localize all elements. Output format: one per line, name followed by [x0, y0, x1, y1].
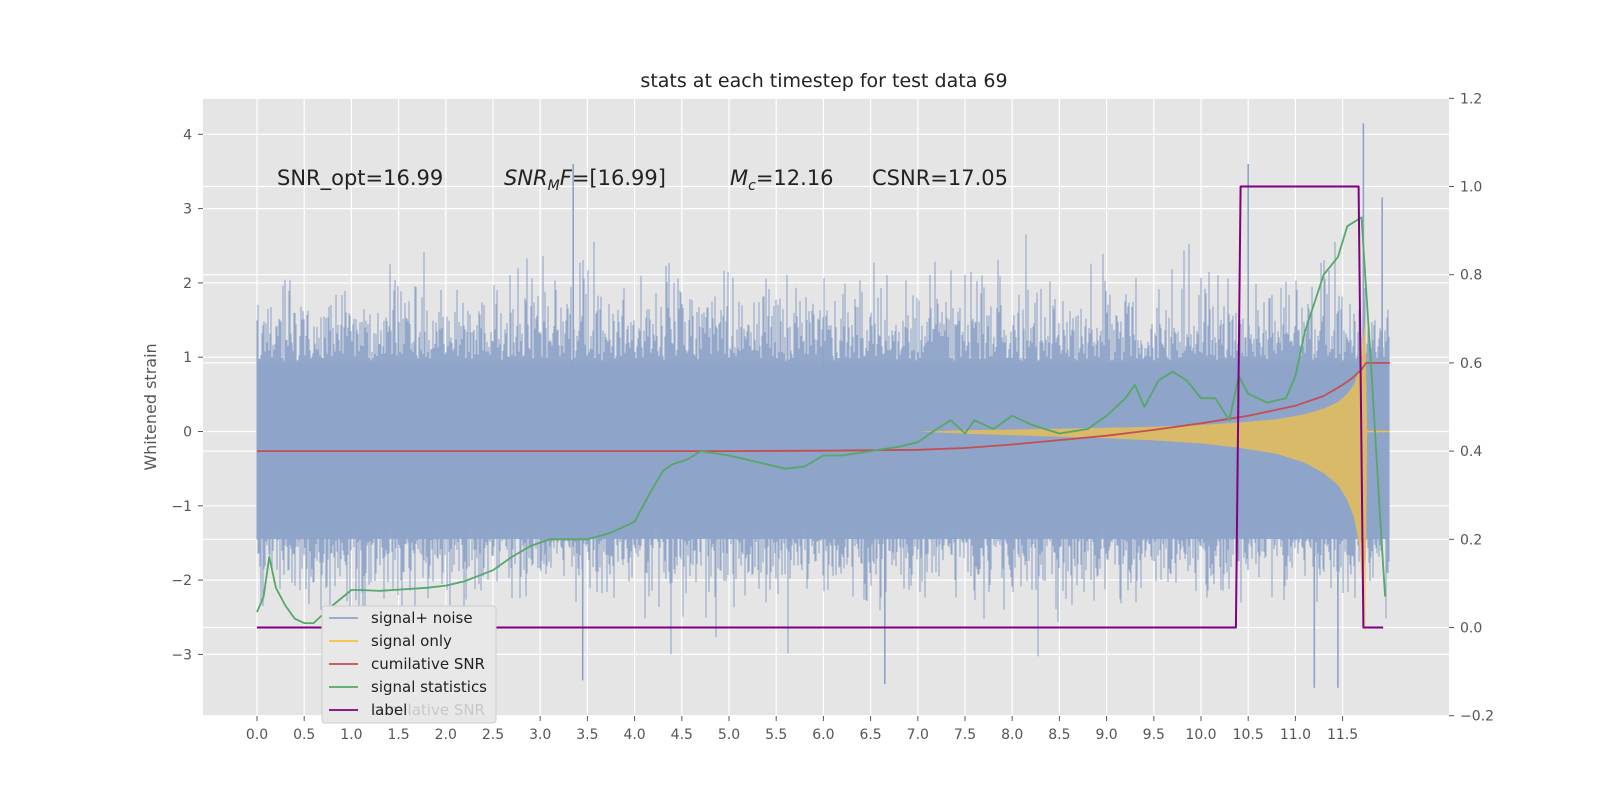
x-tick-label: 5.0: [718, 727, 740, 743]
y2-tick-label: 0.6: [1460, 356, 1482, 372]
y-tick-label: −1: [171, 499, 192, 515]
annotation-csnr: CSNR=17.05: [872, 166, 1008, 190]
noise-peaks: [572, 123, 1383, 688]
x-tick-label: 8.5: [1048, 727, 1070, 743]
series-cumilative-snr: [257, 362, 1390, 452]
series-label: [257, 185, 1384, 629]
y2-axis-ticks: 1.2 1.0 0.8 0.6 0.4 0.2 0.0 −0.2: [1449, 91, 1494, 725]
legend-box: [321, 605, 497, 724]
legend-label: signal+ noise: [371, 609, 473, 627]
annotation-snr-mf: SNRMF=[16.99]: [504, 166, 666, 194]
annotations: SNR_opt=16.99 SNRMF=[16.99] Mc=12.16 CSN…: [277, 166, 1008, 194]
y-tick-label: 0: [183, 425, 192, 441]
y2-tick-label: 0.2: [1460, 532, 1482, 548]
x-tick-label: 0.5: [293, 727, 315, 743]
signal-only-series: [917, 319, 1390, 636]
annotation-snr-opt: SNR_opt=16.99: [277, 166, 443, 191]
y-axis-label: Whitened strain: [141, 343, 160, 470]
x-tick-label: 6.0: [812, 727, 834, 743]
line-series: [256, 185, 1390, 629]
legend-ghost-text: cumilative SNR: [371, 701, 485, 719]
annotation-mc: Mc=12.16: [730, 166, 834, 194]
y-axis-ticks: 4 3 2 1 0 −1 −2 −3: [171, 127, 203, 663]
y-tick-label: 3: [183, 202, 192, 218]
y2-tick-label: 0.4: [1460, 444, 1482, 460]
x-tick-label: 2.0: [435, 727, 457, 743]
x-tick-label: 5.5: [765, 727, 787, 743]
y2-tick-label: −0.2: [1460, 709, 1494, 725]
x-tick-label: 6.5: [859, 727, 881, 743]
x-tick-label: 9.5: [1143, 727, 1165, 743]
x-tick-label: 3.0: [529, 727, 551, 743]
legend-label: cumilative SNR: [371, 655, 485, 673]
legend: cumilative SNR signal+ noise signal only c…: [321, 605, 497, 724]
y-tick-label: 1: [183, 350, 192, 366]
y-tick-label: 4: [183, 127, 192, 143]
y2-tick-label: 0.0: [1460, 621, 1482, 637]
chart-title: stats at each timestep for test data 69: [640, 70, 1007, 92]
x-axis-ticks: 0.0 0.5 1.0 1.5 2.0 2.5 3.0 3.5 4.0 4.5 5.0 5.5 6.0 6…: [246, 716, 1358, 743]
x-tick-label: 10.0: [1185, 727, 1216, 743]
x-tick-label: 9.0: [1095, 727, 1117, 743]
x-tick-label: 7.5: [954, 727, 976, 743]
y-tick-label: 2: [183, 276, 192, 292]
x-tick-label: 11.0: [1280, 727, 1311, 743]
legend-label: signal statistics: [371, 678, 487, 696]
x-tick-label: 7.0: [907, 727, 929, 743]
y2-tick-label: 1.0: [1460, 180, 1482, 196]
legend-label: signal only: [371, 632, 452, 650]
x-tick-label: 0.0: [246, 727, 268, 743]
y2-tick-label: 1.2: [1460, 91, 1482, 107]
y-tick-label: −3: [171, 647, 192, 663]
x-tick-label: 2.5: [482, 727, 504, 743]
x-tick-label: 1.0: [340, 727, 362, 743]
x-tick-label: 1.5: [387, 727, 409, 743]
y-tick-label: −2: [171, 573, 192, 589]
series-signal-statistics: [256, 216, 1386, 624]
x-tick-label: 4.5: [671, 727, 693, 743]
x-tick-label: 10.5: [1233, 727, 1264, 743]
x-tick-label: 8.0: [1001, 727, 1023, 743]
x-tick-label: 3.5: [576, 727, 598, 743]
legend-label: label: [371, 701, 407, 719]
x-tick-label: 4.0: [623, 727, 645, 743]
y2-tick-label: 0.8: [1460, 268, 1482, 284]
x-tick-label: 11.5: [1327, 727, 1358, 743]
